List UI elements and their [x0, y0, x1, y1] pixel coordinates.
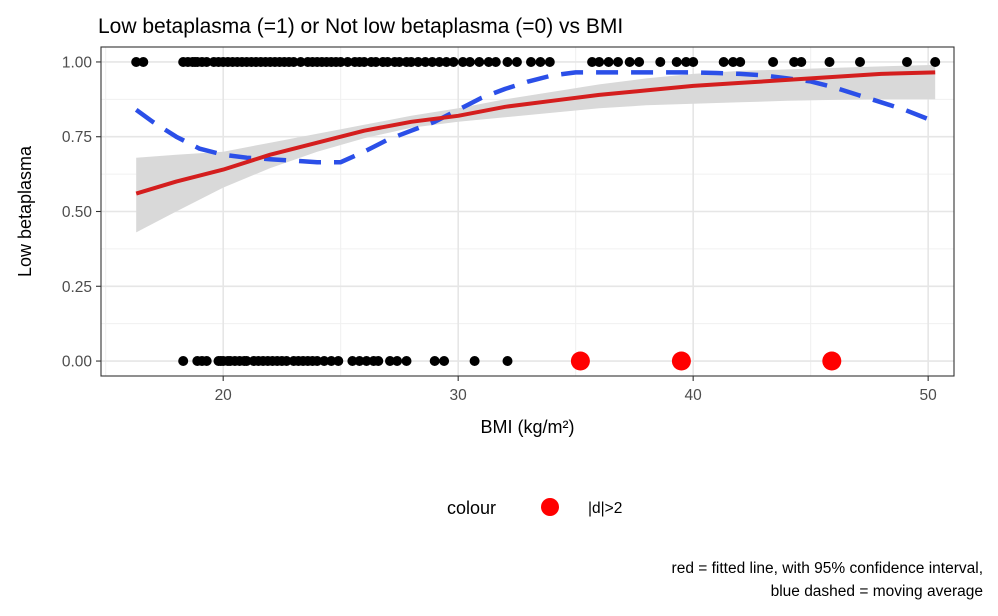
data-point: [490, 57, 501, 67]
data-point: [718, 57, 729, 67]
data-point: [483, 57, 494, 67]
confidence-band: [136, 64, 936, 233]
influential-point: [570, 351, 590, 371]
data-point: [603, 57, 614, 67]
data-point: [401, 356, 412, 366]
data-point: [420, 57, 431, 67]
data-point: [789, 57, 800, 67]
data-point: [634, 57, 645, 67]
data-point: [671, 57, 682, 67]
x-tick-label: 20: [215, 387, 233, 404]
data-point: [342, 57, 353, 67]
data-point: [474, 57, 485, 67]
data-point: [441, 57, 452, 67]
data-point: [370, 57, 381, 67]
data-point: [457, 57, 468, 67]
data-point: [439, 356, 450, 366]
data-point: [392, 356, 403, 366]
data-point: [326, 356, 337, 366]
data-point: [413, 57, 424, 67]
influential-point: [671, 351, 691, 371]
data-point: [131, 57, 142, 67]
data-point: [930, 57, 941, 67]
lines-layer: [134, 70, 937, 196]
data-point: [511, 57, 522, 67]
data-point: [335, 57, 346, 67]
data-point: [354, 356, 365, 366]
data-point: [544, 57, 555, 67]
y-tick-label: 0.00: [62, 354, 93, 371]
data-point: [502, 57, 513, 67]
data-point: [448, 57, 459, 67]
data-point: [526, 57, 536, 67]
data-point: [613, 57, 623, 67]
moving-average-line: [134, 70, 937, 165]
data-point: [427, 57, 438, 67]
y-tick-label: 0.75: [62, 129, 92, 146]
y-axis-title: Low betaplasma: [15, 145, 35, 277]
data-point: [373, 356, 384, 366]
data-point: [312, 356, 323, 366]
data-point: [796, 57, 807, 67]
y-tick-label: 1.00: [62, 54, 93, 71]
data-point: [201, 57, 212, 67]
data-point: [587, 57, 598, 67]
data-point: [347, 356, 358, 366]
ticks-layer: 20 30 40 50 0.00 0.25 0.50 0.75 1.00: [62, 54, 937, 404]
x-tick-label: 30: [450, 387, 468, 404]
data-point: [681, 57, 692, 67]
data-point: [902, 57, 912, 67]
data-point: [688, 57, 699, 67]
data-point: [469, 356, 480, 366]
x-tick-label: 40: [685, 387, 703, 404]
data-point: [502, 356, 513, 366]
data-point: [201, 356, 212, 366]
y-tick-label: 0.25: [62, 279, 92, 296]
data-point: [333, 356, 344, 366]
data-point: [382, 57, 393, 67]
data-point: [394, 57, 405, 67]
data-point: [768, 57, 779, 67]
x-axis-title: BMI (kg/m²): [481, 417, 575, 437]
data-point: [359, 57, 370, 67]
data-point: [281, 356, 292, 366]
data-point: [406, 57, 417, 67]
points-layer: [131, 57, 941, 371]
influential-point: [822, 351, 842, 371]
data-point: [361, 356, 372, 366]
data-point: [138, 57, 149, 67]
data-point: [735, 57, 746, 67]
caption-line-2: blue dashed = moving average: [771, 583, 983, 600]
legend-key-influential: [541, 498, 559, 516]
data-point: [594, 57, 605, 67]
data-point: [385, 356, 395, 366]
legend-label-influential: |d|>2: [588, 500, 622, 517]
data-point: [319, 356, 330, 366]
chart-title: Low betaplasma (=1) or Not low betaplasm…: [98, 15, 623, 38]
data-point: [624, 57, 635, 67]
y-tick-label: 0.50: [62, 204, 93, 221]
data-point: [728, 57, 739, 67]
data-point: [288, 57, 299, 67]
data-point: [178, 356, 189, 366]
data-point: [535, 57, 546, 67]
confidence-band-layer: [136, 64, 936, 233]
data-point: [295, 57, 306, 67]
data-point: [655, 57, 666, 67]
data-point: [241, 356, 252, 366]
data-point: [855, 57, 865, 67]
x-tick-label: 50: [920, 387, 938, 404]
data-point: [434, 57, 445, 67]
data-point: [464, 57, 475, 67]
data-point: [429, 356, 440, 366]
caption-line-1: red = fitted line, with 95% confidence i…: [672, 560, 983, 577]
legend: colour |d|>2: [447, 498, 622, 518]
data-point: [824, 57, 835, 67]
legend-title: colour: [447, 498, 496, 518]
fitted-line: [135, 70, 936, 196]
